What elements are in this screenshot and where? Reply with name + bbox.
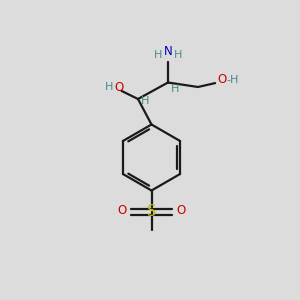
Text: H: H (170, 84, 179, 94)
Text: H: H (104, 82, 113, 92)
Text: H: H (173, 50, 182, 61)
Text: O: O (218, 73, 226, 86)
Text: N: N (164, 45, 172, 58)
Text: S: S (147, 204, 156, 219)
Text: O: O (176, 203, 185, 217)
Text: O: O (115, 80, 124, 94)
Text: H: H (140, 95, 149, 106)
Text: H: H (154, 50, 163, 61)
Text: O: O (118, 203, 127, 217)
Text: ‐H: ‐H (226, 75, 239, 85)
